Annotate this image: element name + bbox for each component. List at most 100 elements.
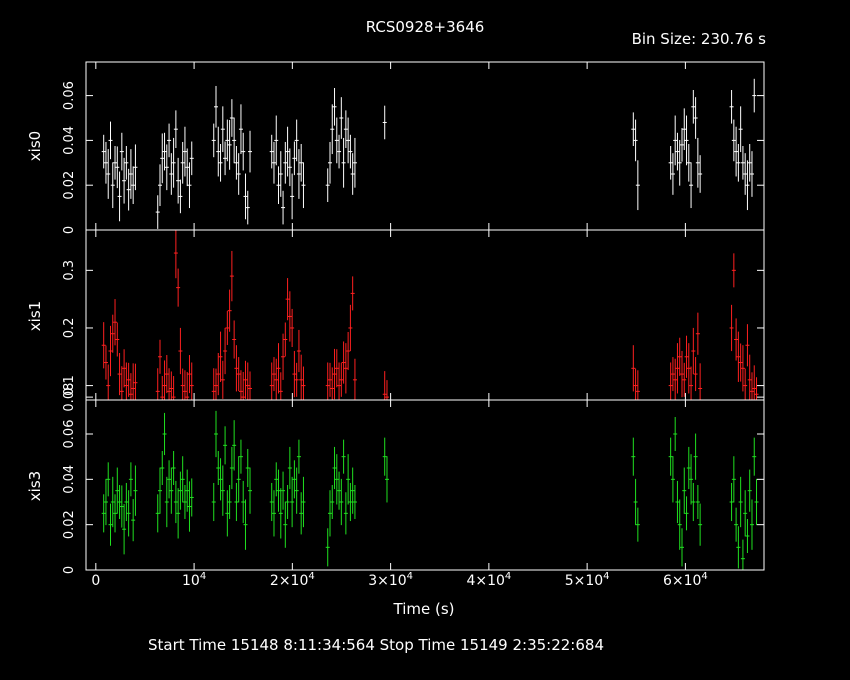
data-point-xis3	[670, 456, 675, 503]
data-point-xis1	[117, 352, 122, 396]
data-point-xis3	[182, 485, 187, 519]
data-point-xis0	[301, 162, 306, 209]
data-point-xis0	[283, 141, 288, 184]
data-point-xis3	[754, 478, 759, 526]
data-point-xis0	[352, 137, 357, 188]
data-point-xis3	[334, 454, 339, 505]
data-point-xis1	[245, 362, 250, 400]
data-point-xis0	[227, 120, 232, 170]
data-point-xis3	[287, 446, 292, 490]
x-tick-label: 2×104	[270, 571, 315, 589]
data-point-xis1	[691, 327, 696, 375]
data-point-xis0	[225, 119, 230, 162]
data-point-xis0	[635, 160, 640, 211]
y-tick-label: 0	[62, 226, 77, 234]
data-point-xis1	[173, 230, 178, 279]
data-point-xis0	[734, 126, 739, 177]
data-point-xis1	[698, 363, 703, 400]
data-point-xis1	[738, 343, 743, 382]
data-point-xis3	[176, 488, 181, 539]
data-point-xis3	[301, 476, 306, 528]
data-point-xis0	[670, 153, 675, 195]
data-point-xis3	[740, 539, 745, 570]
data-point-xis3	[234, 482, 239, 522]
data-point-xis1	[103, 345, 108, 380]
data-point-xis1	[178, 327, 183, 375]
data-point-xis1	[223, 327, 228, 375]
data-point-xis3	[189, 478, 194, 517]
data-point-xis1	[187, 355, 192, 394]
data-point-xis3	[679, 528, 684, 567]
data-point-xis0	[126, 168, 131, 211]
data-point-xis1	[122, 349, 127, 388]
y-tick-label: 0.3	[62, 260, 77, 281]
data-point-xis0	[164, 144, 169, 191]
data-point-xis3	[180, 456, 185, 503]
data-point-xis0	[229, 99, 234, 137]
data-point-xis1	[677, 337, 682, 376]
data-point-xis0	[299, 143, 304, 182]
data-point-xis3	[677, 499, 682, 550]
data-point-xis0	[749, 151, 754, 197]
data-point-xis0	[684, 115, 689, 166]
data-point-xis0	[343, 110, 348, 149]
data-point-xis1	[271, 357, 276, 392]
y-tick-label: 0.06	[62, 81, 77, 110]
data-point-xis1	[673, 358, 678, 400]
data-point-xis3	[294, 467, 299, 514]
data-point-xis1	[693, 357, 698, 392]
data-point-xis0	[178, 179, 183, 214]
data-point-xis0	[236, 153, 241, 195]
data-point-xis1	[339, 362, 344, 397]
data-point-xis1	[108, 325, 113, 377]
data-point-xis1	[182, 370, 187, 400]
data-point-xis0	[332, 87, 337, 126]
data-point-xis0	[274, 115, 279, 166]
data-point-xis1	[243, 360, 248, 399]
data-point-xis1	[169, 371, 174, 400]
data-point-xis1	[285, 278, 290, 321]
labels-layer: Time (s) xis0 xis1 xis3	[26, 131, 455, 618]
data-point-xis1	[689, 366, 694, 400]
data-point-xis0	[271, 141, 276, 184]
y-tick-label: 0.08	[62, 383, 77, 412]
data-point-xis1	[214, 368, 219, 400]
data-point-xis3	[348, 482, 353, 522]
data-point-xis1	[384, 380, 389, 400]
data-point-xis1	[189, 362, 194, 400]
data-point-xis0	[281, 190, 286, 225]
x-axis-label: Time (s)	[393, 600, 455, 618]
data-point-xis1	[695, 312, 700, 355]
x-tick-label: 104	[182, 571, 206, 589]
data-point-xis3	[325, 528, 330, 567]
data-point-xis1	[325, 362, 330, 400]
data-point-xis0	[223, 141, 228, 176]
data-point-xis3	[169, 467, 174, 514]
data-point-xis0	[106, 149, 111, 199]
data-point-xis0	[747, 143, 752, 182]
data-point-xis1	[731, 253, 736, 288]
data-point-xis1	[736, 331, 741, 382]
data-point-xis3	[343, 492, 348, 535]
data-point-xis0	[382, 105, 387, 140]
y-tick-label: 0.2	[62, 318, 77, 339]
data-point-xis3	[752, 437, 757, 476]
data-point-xis0	[294, 119, 299, 162]
data-point-xis1	[749, 372, 754, 400]
data-point-xis3	[734, 507, 739, 542]
data-point-xis0	[133, 144, 138, 191]
data-point-xis1	[635, 370, 640, 400]
data-point-xis3	[633, 478, 638, 526]
data-point-xis1	[232, 320, 237, 359]
data-point-xis3	[178, 471, 183, 510]
data-point-xis1	[341, 341, 346, 384]
data-point-xis1	[337, 362, 342, 400]
data-point-xis0	[157, 164, 162, 207]
data-point-xis3	[229, 446, 234, 490]
data-point-xis3	[124, 482, 129, 522]
data-point-xis1	[227, 289, 232, 332]
data-point-xis3	[128, 462, 133, 497]
data-point-xis1	[631, 345, 636, 392]
data-point-xis3	[108, 503, 113, 546]
data-point-xis3	[332, 446, 337, 490]
